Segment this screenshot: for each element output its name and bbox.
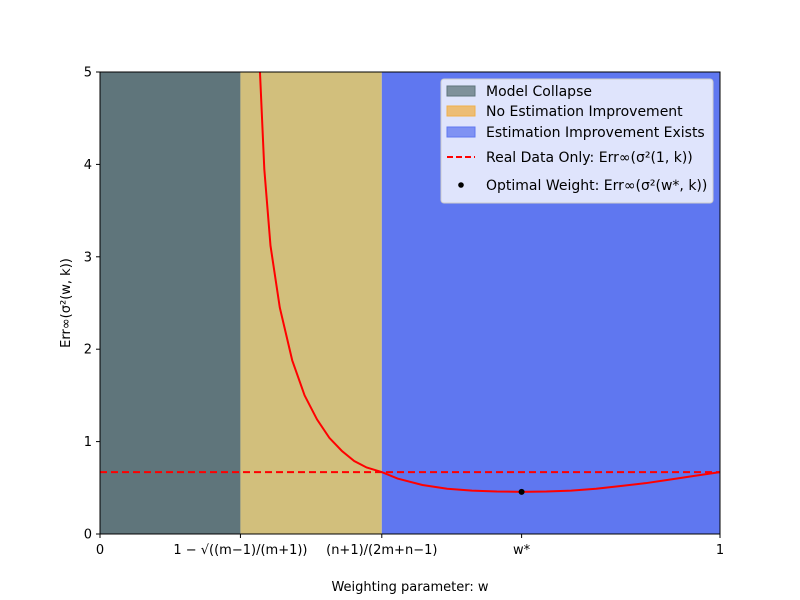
y-tick-label-5: 5 — [84, 66, 92, 81]
plot-frame — [99, 71, 721, 535]
region-layer — [100, 72, 720, 534]
legend-label-3: Real Data Only: Err∞(σ²(1, k)) — [486, 150, 693, 166]
legend-swatch-2 — [446, 126, 476, 138]
y-tick-label-4: 4 — [84, 158, 92, 173]
ticks-layer: 0 1 2 3 4 5 0 1 − √((m−1)/(m+1)) (n+1)/(2m+n−1) w… — [84, 66, 724, 559]
legend-label-1: No Estimation Improvement — [486, 104, 683, 120]
x-axis-label: Weighting parameter: w — [331, 580, 488, 595]
error-curve — [258, 72, 720, 493]
y-tick-label-3: 3 — [84, 250, 92, 265]
curve-layer — [100, 72, 720, 495]
legend-label-2: Estimation Improvement Exists — [486, 125, 705, 141]
legend-label-0: Model Collapse — [486, 84, 592, 100]
legend-swatch-1 — [446, 105, 476, 117]
legend-box — [440, 78, 714, 204]
x-tick-label-4: 1 — [716, 543, 724, 558]
legend-swatch-0 — [446, 85, 476, 97]
legend-label-4: Optimal Weight: Err∞(σ²(w*, k)) — [486, 178, 707, 194]
y-tick-label-0: 0 — [84, 528, 92, 543]
y-axis-label: Err∞(σ²(w, k)) — [59, 258, 74, 348]
x-tick-label-1: 1 − √((m−1)/(m+1)) — [173, 543, 307, 558]
y-tick-label-2: 2 — [84, 343, 92, 358]
x-tick-label-3: w* — [513, 543, 531, 558]
axes-layer — [99, 71, 721, 535]
legend-swatch-4 — [458, 182, 464, 188]
y-tick-label-1: 1 — [84, 435, 92, 450]
region-0 — [100, 72, 241, 534]
legend: Model Collapse No Estimation Improvement E… — [440, 78, 714, 204]
x-tick-label-2: (n+1)/(2m+n−1) — [326, 543, 437, 558]
x-tick-label-0: 0 — [96, 543, 104, 558]
optimal-weight-point — [518, 488, 525, 495]
